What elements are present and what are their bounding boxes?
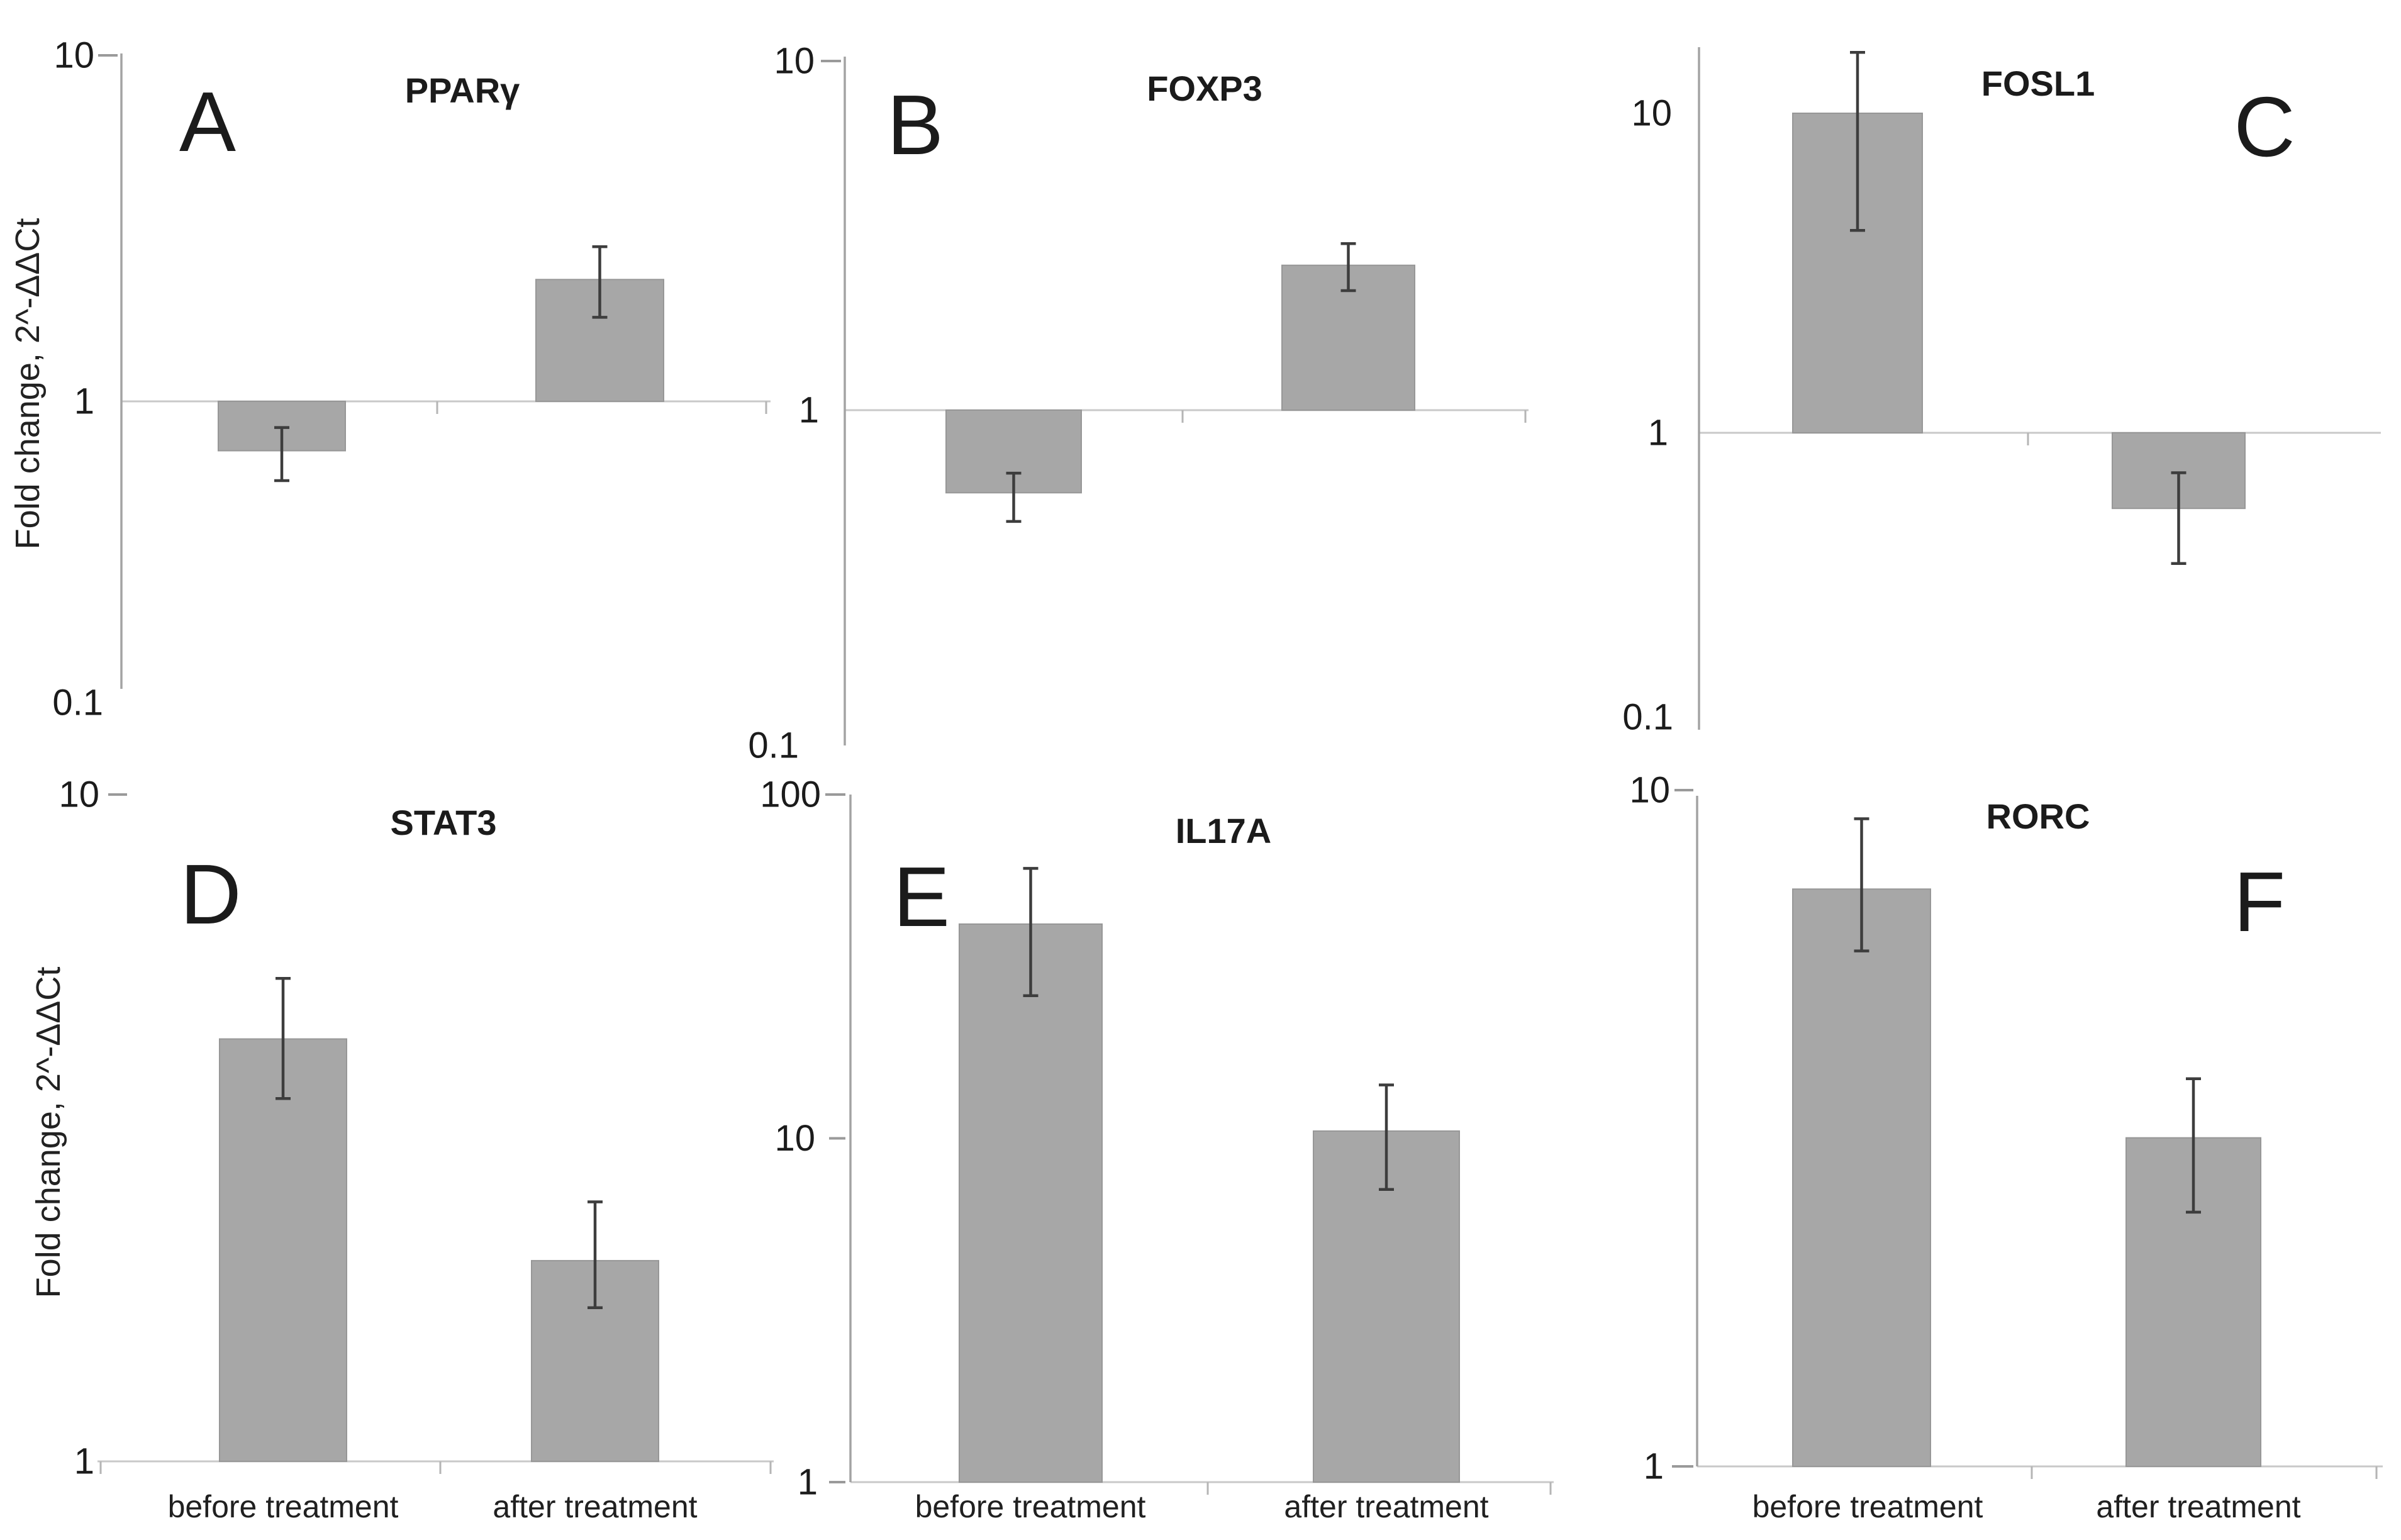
panel-letter-b: B	[887, 77, 944, 172]
bar-before-treatment	[959, 923, 1103, 1483]
x-label-after-treatment: after treatment	[2096, 1489, 2300, 1524]
x-label-before-treatment: before treatment	[1752, 1489, 1983, 1524]
panel-title-e: IL17A	[1176, 811, 1272, 851]
y-tick-label-10: 10	[53, 35, 94, 76]
error-bar-after-treatment	[1340, 242, 1356, 293]
error-bar-after-treatment	[592, 245, 608, 319]
error-bar-after-treatment	[2171, 471, 2187, 565]
y-tick-label-10: 10	[774, 1118, 815, 1159]
panel-title-d: STAT3	[390, 803, 496, 842]
y-tick-label-1: 1	[1644, 1446, 1664, 1487]
y-tick-label-10: 10	[58, 774, 99, 815]
panel-f: 10 1 F RORC before treatment after treatment	[1629, 770, 2383, 1524]
error-bar-before-treatment	[1023, 867, 1039, 997]
panel-title-b: FOXP3	[1147, 69, 1262, 108]
error-bar-before-treatment	[274, 426, 289, 483]
panel-letter-c: C	[2234, 79, 2295, 174]
y-tick-label-1: 1	[1648, 413, 1668, 454]
panel-b: 10 1 0.1 B FOXP3	[748, 41, 1529, 766]
y-tick-label-100: 100	[760, 774, 821, 815]
y-tick-label-10: 10	[1629, 770, 1670, 811]
bar-before-treatment	[219, 1038, 347, 1462]
y-tick-label-0.1: 0.1	[1622, 697, 1673, 738]
y-tick-label-1: 1	[74, 381, 94, 422]
panel-c: 10 1 0.1 C FOSL1	[1622, 47, 2381, 738]
panel-title-f: RORC	[1986, 796, 2090, 836]
panel-title-c: FOSL1	[1981, 64, 2095, 103]
panel-letter-a: A	[179, 74, 236, 169]
x-label-before-treatment: before treatment	[168, 1489, 399, 1524]
y-tick-label-1: 1	[799, 390, 819, 431]
y-tick-label-0.1: 0.1	[52, 683, 103, 723]
panel-d: 10 1 D STAT3 Fold change, 2^-ΔΔCt before trea…	[30, 774, 774, 1524]
y-tick-label-0.1: 0.1	[748, 725, 799, 766]
y-tick-label-10: 10	[774, 41, 815, 82]
panel-title-a: PPARγ	[405, 70, 520, 110]
y-axis-title: Fold change, 2^-ΔΔCt	[30, 967, 67, 1298]
panel-letter-e: E	[893, 849, 950, 944]
y-tick-label-1: 1	[74, 1441, 94, 1482]
y-tick-label-1: 1	[798, 1462, 818, 1503]
panel-e: 100 10 1 E IL17A before treatment after treatm…	[760, 774, 1554, 1524]
error-bar-before-treatment	[1850, 51, 1865, 232]
panel-a: 10 1 0.1 A PPARγ Fold change, 2^-ΔΔCt	[9, 35, 771, 723]
error-bar-before-treatment	[1854, 817, 1869, 952]
bar-before-treatment	[1792, 888, 1931, 1468]
error-bar-before-treatment	[276, 977, 291, 1100]
y-axis-title: Fold change, 2^-ΔΔCt	[9, 218, 47, 550]
x-label-after-treatment: after treatment	[493, 1489, 697, 1524]
error-bar-after-treatment	[1379, 1083, 1394, 1191]
error-bar-after-treatment	[588, 1200, 603, 1309]
bar-before-treatment	[1792, 113, 1923, 433]
error-bar-after-treatment	[2186, 1077, 2201, 1214]
y-tick-label-10: 10	[1631, 93, 1672, 134]
x-label-after-treatment: after treatment	[1284, 1489, 1488, 1524]
panel-letter-f: F	[2234, 854, 2285, 949]
panel-letter-d: D	[180, 847, 242, 942]
x-label-before-treatment: before treatment	[915, 1489, 1146, 1524]
error-bar-before-treatment	[1006, 471, 1022, 523]
